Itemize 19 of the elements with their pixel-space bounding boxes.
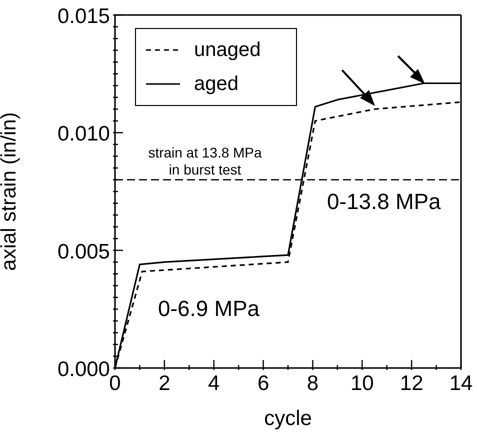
x-tick-label: 14	[449, 372, 473, 395]
x-tick-label: 12	[400, 372, 424, 395]
y-tick-label: 0.015	[57, 5, 110, 28]
x-tick-label: 2	[158, 372, 170, 395]
annotation: 0-13.8 MPa	[327, 189, 441, 215]
x-tick-label: 6	[257, 372, 270, 395]
x-tick-label: 10	[350, 372, 374, 395]
x-tick-label: 4	[208, 372, 220, 395]
y-tick-label: 0.005	[57, 240, 110, 264]
legend-label: aged	[194, 72, 238, 96]
ref-line-label: strain at 13.8 MPa in burst test	[148, 144, 262, 178]
y-axis-title: axial strain (in/in)	[0, 112, 20, 271]
y-tick-label: 0.000	[57, 358, 110, 381]
legend-label: unaged	[194, 38, 261, 62]
x-tick-label: 8	[306, 372, 319, 395]
x-tick-label: 0	[109, 372, 121, 395]
y-tick-label: 0.010	[57, 122, 110, 146]
annotation: 0-6.9 MPa	[158, 296, 260, 322]
x-axis-title: cycle	[264, 407, 312, 430]
